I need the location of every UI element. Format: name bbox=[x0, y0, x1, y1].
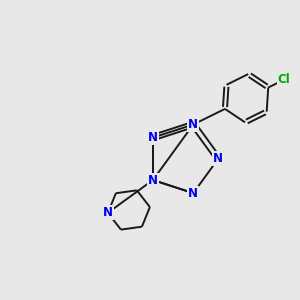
Text: N: N bbox=[188, 118, 198, 131]
Text: N: N bbox=[148, 173, 158, 187]
Text: N: N bbox=[213, 152, 223, 165]
Text: N: N bbox=[188, 187, 198, 200]
Text: N: N bbox=[103, 206, 113, 219]
Text: S: S bbox=[149, 131, 157, 144]
Text: N: N bbox=[148, 131, 158, 144]
Text: Cl: Cl bbox=[278, 73, 290, 86]
